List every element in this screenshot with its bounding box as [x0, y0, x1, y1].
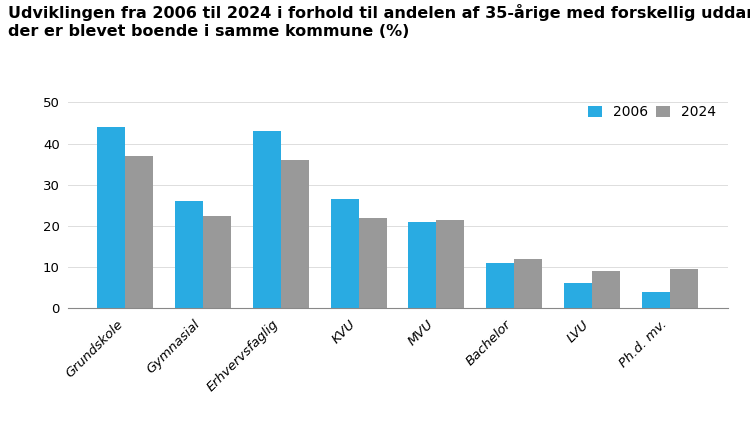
Bar	[331, 199, 358, 308]
Bar	[436, 220, 464, 308]
Bar	[253, 131, 281, 308]
Legend: 2006, 2024: 2006, 2024	[584, 101, 721, 123]
Bar	[486, 263, 514, 308]
Bar	[203, 216, 231, 308]
Bar	[592, 271, 620, 308]
Bar	[409, 222, 436, 308]
Bar	[358, 217, 386, 308]
Bar	[281, 160, 309, 308]
Bar	[514, 259, 542, 308]
Bar	[564, 283, 592, 308]
Bar	[98, 127, 125, 308]
Bar	[125, 156, 154, 308]
Bar	[176, 201, 203, 308]
Text: Udviklingen fra 2006 til 2024 i forhold til andelen af 35-årige med forskellig u: Udviklingen fra 2006 til 2024 i forhold …	[8, 4, 750, 39]
Bar	[641, 292, 670, 308]
Bar	[670, 269, 698, 308]
